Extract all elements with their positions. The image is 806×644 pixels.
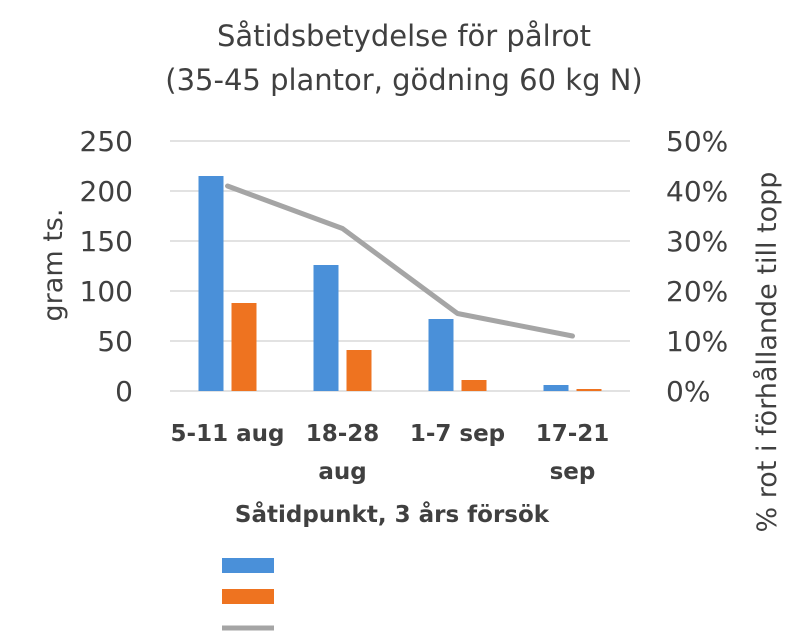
y2-axis-ticks: 50% 40% 30% 20% 10% 0% (666, 125, 728, 408)
x-axis-categories: 5-11 aug 18-28 aug 1-7 sep 17-21 sep (171, 421, 610, 485)
chart-subtitle: (35-45 plantor, gödning 60 kg N) (165, 63, 642, 97)
bar (198, 176, 224, 391)
bar (576, 389, 602, 391)
bar (428, 319, 454, 391)
y2-axis-label: % rot i förhållande till topp (752, 172, 783, 533)
x-tick-label: 5-11 aug (171, 421, 285, 447)
bar (346, 350, 372, 391)
y-axis-ticks: 250 200 150 100 50 0 (80, 125, 133, 408)
legend-swatch (222, 558, 274, 573)
x-axis-label: Såtidpunkt, 3 års försök (235, 501, 550, 528)
y-tick-label: 0 (115, 375, 133, 408)
y-tick-label: 150 (80, 225, 133, 258)
bar (461, 380, 487, 391)
bar (313, 265, 339, 391)
y-tick-label: 200 (80, 175, 133, 208)
y-tick-label: 250 (80, 125, 133, 158)
chart-title: Såtidsbetydelse för pålrot (217, 19, 591, 53)
series-line-path (225, 183, 575, 339)
x-tick-label: 1-7 sep (410, 421, 505, 447)
y2-tick-label: 10% (666, 325, 728, 358)
y2-tick-label: 0% (666, 375, 710, 408)
y2-tick-label: 40% (666, 175, 728, 208)
y-tick-label: 100 (80, 275, 133, 308)
y-axis-label: gram ts. (38, 209, 69, 322)
bars (198, 176, 602, 391)
y2-tick-label: 30% (666, 225, 728, 258)
bar (231, 303, 257, 391)
x-tick-label: 17-21 sep (536, 421, 610, 485)
bar (543, 385, 569, 391)
series-line (225, 183, 575, 339)
x-tick-label: 18-28 aug (306, 421, 380, 485)
legend-swatch (222, 589, 274, 604)
y2-tick-label: 20% (666, 275, 728, 308)
legend (222, 558, 274, 631)
y2-tick-label: 50% (666, 125, 728, 158)
y-tick-label: 50 (97, 325, 133, 358)
